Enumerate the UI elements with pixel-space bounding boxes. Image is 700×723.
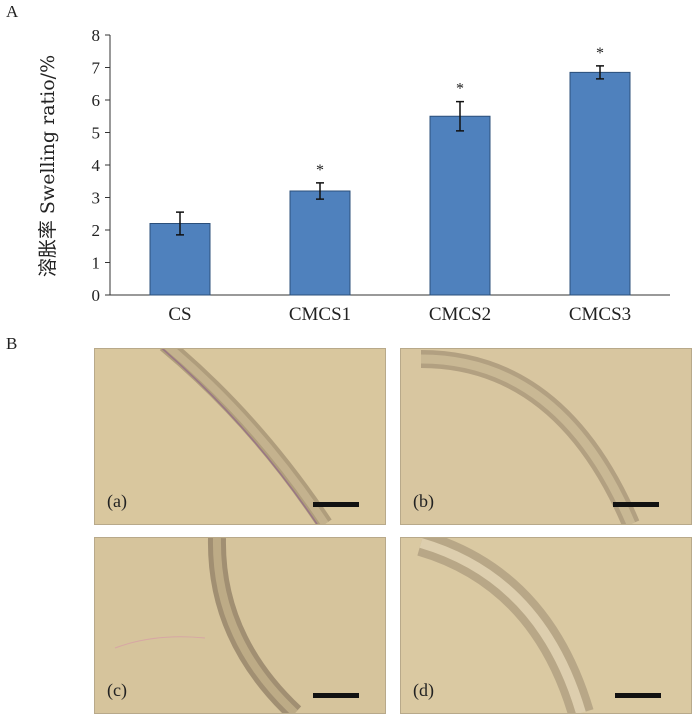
y-axis-label: 溶胀率 Swelling ratio/% xyxy=(37,55,59,277)
bar-cmcs2 xyxy=(429,115,491,296)
x-tick-label: CMCS1 xyxy=(289,304,351,325)
micrograph-d: (d) xyxy=(400,537,692,714)
significance-marker: * xyxy=(596,45,604,62)
fiber-image-c xyxy=(95,538,385,713)
significance-marker: * xyxy=(456,81,464,98)
fiber-image-d xyxy=(401,538,691,713)
y-tick-label: 1 xyxy=(92,254,101,273)
micrograph-a-label: (a) xyxy=(107,491,127,511)
micrograph-b: (b) xyxy=(400,348,692,525)
panel-b-label: B xyxy=(6,334,18,353)
panel-a-label: A xyxy=(6,2,19,21)
y-axis-title-group: 溶胀率 Swelling ratio/% xyxy=(37,55,59,277)
plot-area: 0 1 2 3 4 5 6 7 8 CS * CMCS1 * CMCS2 * CMCS3 xyxy=(92,26,670,325)
y-tick-label: 3 xyxy=(92,189,101,208)
scale-bar-a xyxy=(313,502,359,507)
micrograph-a: (a) xyxy=(94,348,386,525)
y-tick-label: 4 xyxy=(92,156,101,175)
swelling-ratio-bar-chart: 溶胀率 Swelling ratio/% 0 1 2 3 4 5 6 7 8 CS * CMCS1 * C… xyxy=(37,26,670,325)
fiber-image-a xyxy=(95,349,385,524)
y-tick-label: 7 xyxy=(92,59,101,78)
y-tick-label: 0 xyxy=(92,286,101,305)
x-tick-label: CS xyxy=(168,304,191,325)
y-tick-label: 8 xyxy=(92,26,101,45)
bar-cmcs1 xyxy=(289,190,351,296)
micrograph-b-background xyxy=(401,349,691,524)
scale-bar-d xyxy=(615,693,661,698)
y-tick-label: 6 xyxy=(92,91,101,110)
x-tick-label: CMCS3 xyxy=(569,304,631,325)
micrograph-c: (c) xyxy=(94,537,386,714)
scale-bar-c xyxy=(313,693,359,698)
fiber-image-b xyxy=(401,349,691,524)
y-tick-label: 5 xyxy=(92,124,101,143)
x-tick-label: CMCS2 xyxy=(429,304,491,325)
bar-cmcs3 xyxy=(569,71,631,296)
significance-marker: * xyxy=(316,162,324,179)
micrograph-d-label: (d) xyxy=(413,680,434,700)
micrograph-a-background xyxy=(95,349,385,524)
micrograph-c-label: (c) xyxy=(107,680,127,700)
y-tick-label: 2 xyxy=(92,221,101,240)
scale-bar-b xyxy=(613,502,659,507)
micrograph-d-background xyxy=(401,538,691,713)
micrograph-b-label: (b) xyxy=(413,491,434,511)
